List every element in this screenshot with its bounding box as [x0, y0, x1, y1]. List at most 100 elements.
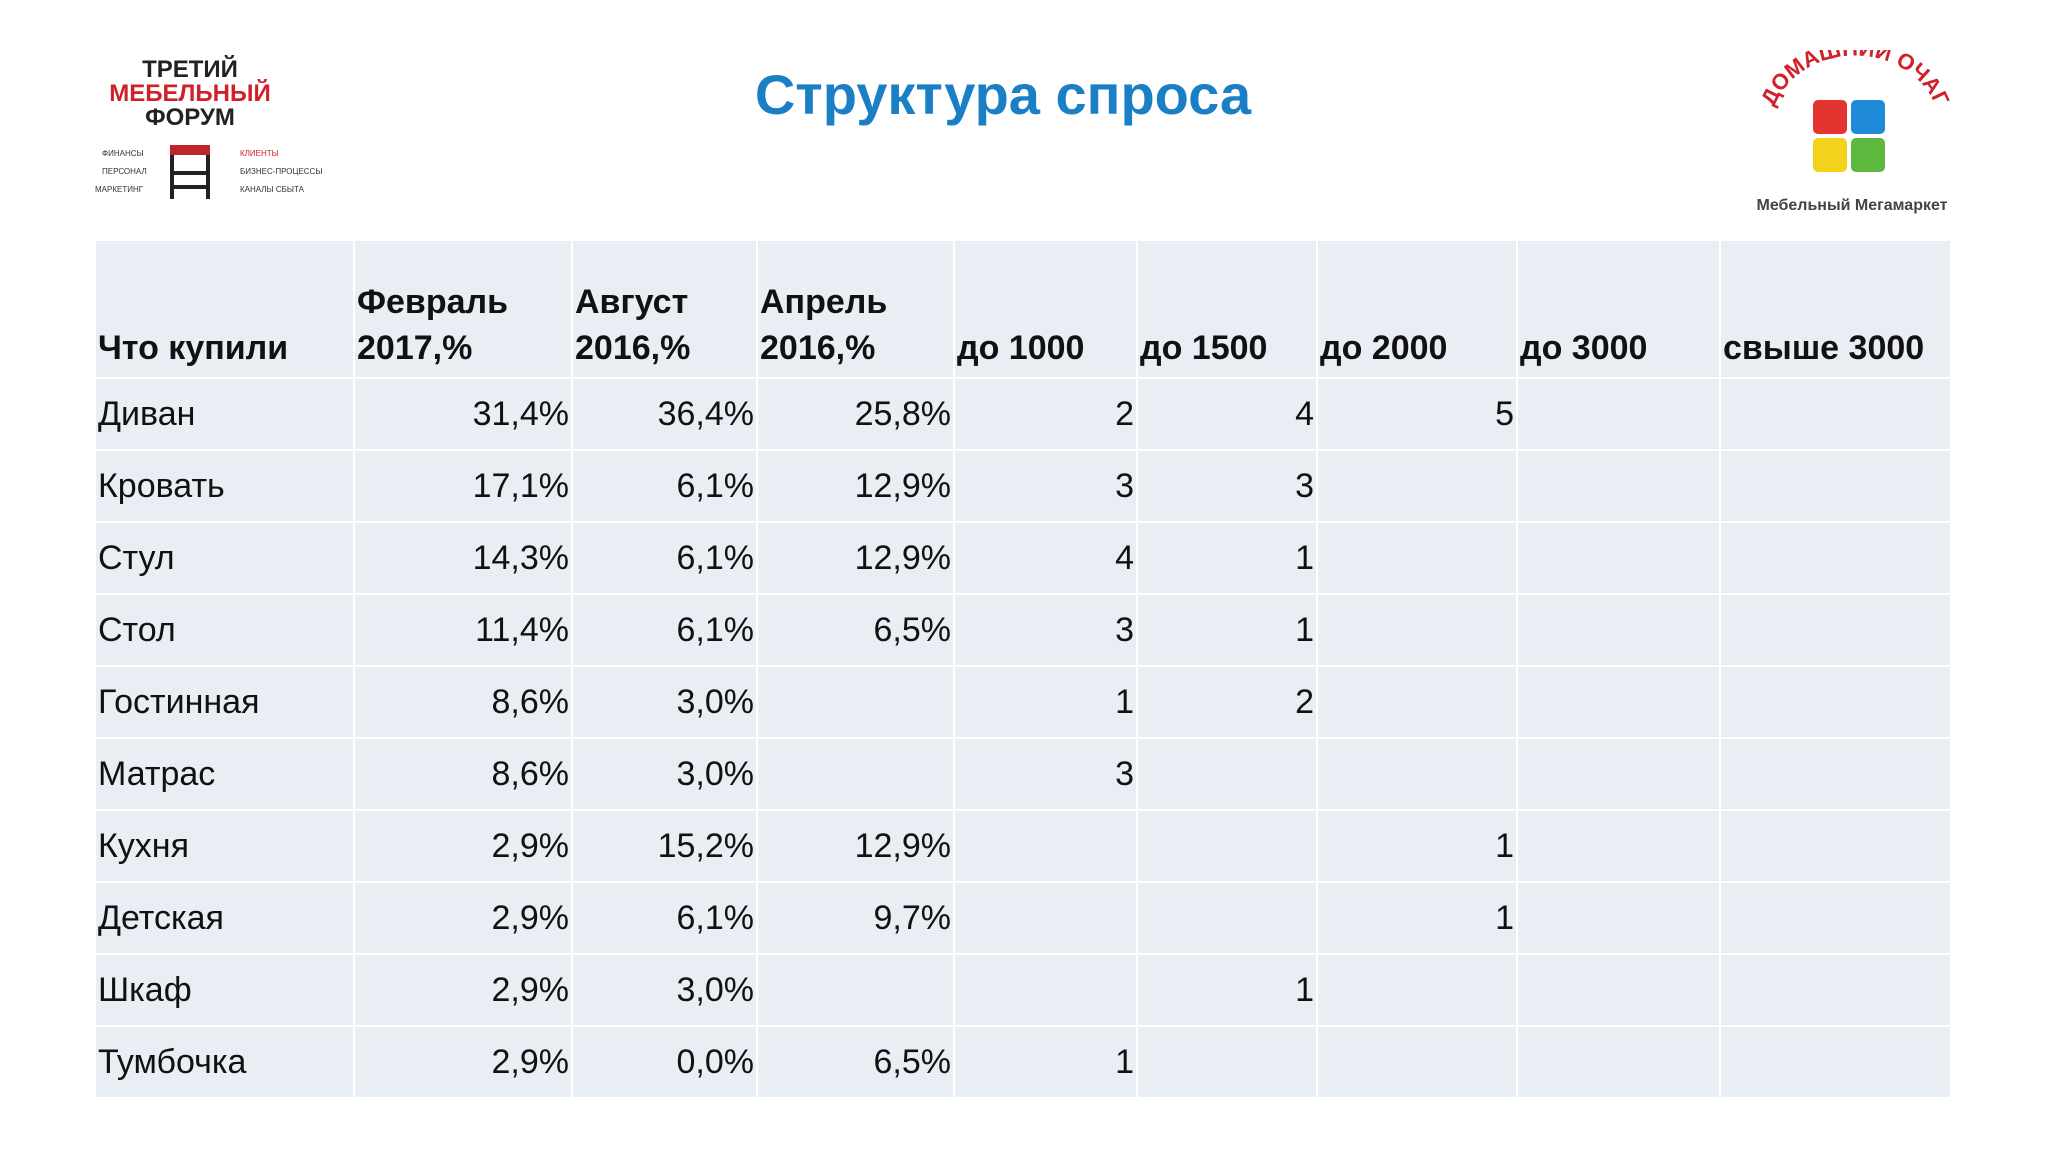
forum-logo: ТРЕТИЙ МЕБЕЛЬНЫЙ ФОРУМ ФИНАНСЫ ПЕРСОНАЛ … — [95, 55, 322, 199]
table-cell: Диван — [94, 377, 355, 451]
table-cell: 31,4% — [353, 377, 573, 451]
column-header: до 1500 — [1136, 239, 1318, 379]
table-cell: 3 — [953, 593, 1138, 667]
logo-tagline: Мебельный Мегамаркет — [1756, 197, 1947, 214]
tile — [1813, 100, 1847, 134]
table-cell: 1 — [1136, 521, 1318, 595]
table-row: Детская 2,9% 6,1% 9,7% 1 — [94, 881, 1952, 955]
logo-label: ПЕРСОНАЛ — [102, 167, 147, 176]
table-cell — [756, 737, 955, 811]
table-cell: Матрас — [94, 737, 355, 811]
table-row: Диван 31,4% 36,4% 25,8% 2 4 5 — [94, 377, 1952, 451]
table-cell: 3 — [953, 449, 1138, 523]
table-row: Кровать 17,1% 6,1% 12,9% 3 3 — [94, 449, 1952, 523]
table-cell — [1516, 377, 1721, 451]
column-header: Что купили — [94, 239, 355, 379]
table-cell — [1719, 377, 1952, 451]
table-cell: 2 — [1136, 665, 1318, 739]
table-cell: Детская — [94, 881, 355, 955]
column-header: свыше 3000 — [1719, 239, 1952, 379]
table-cell: Стул — [94, 521, 355, 595]
table-cell — [1316, 737, 1518, 811]
table-cell: 1 — [953, 1025, 1138, 1099]
logo-line: МЕБЕЛЬНЫЙ — [109, 79, 270, 107]
table-cell: Гостинная — [94, 665, 355, 739]
table-cell: 6,1% — [571, 881, 758, 955]
table-row: Гостинная 8,6% 3,0% 1 2 — [94, 665, 1952, 739]
table-cell: 1 — [1316, 809, 1518, 883]
column-header: Апрель 2016,% — [756, 239, 955, 379]
table-cell: 3,0% — [571, 665, 758, 739]
table-cell: 1 — [1136, 593, 1318, 667]
table-cell — [1516, 881, 1721, 955]
table-row: Матрас 8,6% 3,0% 3 — [94, 737, 1952, 811]
table-cell — [1516, 449, 1721, 523]
table-row: Стул 14,3% 6,1% 12,9% 4 1 — [94, 521, 1952, 595]
table-cell — [1316, 593, 1518, 667]
table-cell: Кухня — [94, 809, 355, 883]
table-row: Тумбочка 2,9% 0,0% 6,5% 1 — [94, 1025, 1952, 1099]
ochag-logo: ДОМАШНИЙ ОЧАГ Мебельный Мегамаркет — [1756, 50, 1955, 214]
table-cell: 0,0% — [571, 1025, 758, 1099]
table-cell: 2,9% — [353, 809, 573, 883]
table-cell: 3,0% — [571, 953, 758, 1027]
table-cell: 3 — [1136, 449, 1318, 523]
table-cell — [1516, 1025, 1721, 1099]
table-cell — [1719, 881, 1952, 955]
table-cell: 2,9% — [353, 881, 573, 955]
table-row: Стол 11,4% 6,1% 6,5% 3 1 — [94, 593, 1952, 667]
logo-label: КАНАЛЫ СБЫТА — [240, 185, 305, 194]
table-cell — [1516, 737, 1721, 811]
table-cell — [1136, 1025, 1318, 1099]
table-cell — [1316, 1025, 1518, 1099]
slide-title: Структура спроса — [754, 63, 1252, 126]
logo-label: ФИНАНСЫ — [102, 149, 144, 158]
table-cell: 1 — [1316, 881, 1518, 955]
table-cell — [1719, 449, 1952, 523]
column-header: до 1000 — [953, 239, 1138, 379]
table-cell: 6,5% — [756, 1025, 955, 1099]
logo-label: МАРКЕТИНГ — [95, 185, 144, 194]
demand-table: Что купили Февраль 2017,% Август 2016,% Апр… — [94, 239, 1952, 1099]
table-cell: Шкаф — [94, 953, 355, 1027]
table-cell: 12,9% — [756, 809, 955, 883]
table-cell — [1719, 665, 1952, 739]
table-cell — [1719, 953, 1952, 1027]
table-cell — [1516, 809, 1721, 883]
table-cell — [953, 881, 1138, 955]
table-cell: 2,9% — [353, 953, 573, 1027]
table-cell: 4 — [953, 521, 1138, 595]
table-cell: 2,9% — [353, 1025, 573, 1099]
table-cell — [1316, 521, 1518, 595]
table-cell: 17,1% — [353, 449, 573, 523]
table-cell — [1719, 521, 1952, 595]
logo-line: ФОРУМ — [145, 104, 235, 131]
logo-label: КЛИЕНТЫ — [240, 149, 279, 158]
table-cell — [1516, 953, 1721, 1027]
table-cell: 2 — [953, 377, 1138, 451]
table-cell — [1719, 737, 1952, 811]
table-cell — [1719, 593, 1952, 667]
table-cell — [953, 953, 1138, 1027]
table-cell: 15,2% — [571, 809, 758, 883]
table-cell — [756, 665, 955, 739]
table-cell — [953, 809, 1138, 883]
table-cell: Тумбочка — [94, 1025, 355, 1099]
table-cell: 6,5% — [756, 593, 955, 667]
table-cell — [1316, 665, 1518, 739]
table-cell — [1136, 809, 1318, 883]
table-cell: 8,6% — [353, 665, 573, 739]
table-cell: 12,9% — [756, 521, 955, 595]
tile — [1813, 138, 1847, 172]
table-cell — [1719, 809, 1952, 883]
column-header: до 3000 — [1516, 239, 1721, 379]
tile — [1851, 100, 1885, 134]
table-cell — [1719, 1025, 1952, 1099]
logo-label: БИЗНЕС-ПРОЦЕССЫ — [240, 167, 322, 176]
table-cell: 6,1% — [571, 521, 758, 595]
table-cell — [1316, 449, 1518, 523]
table-cell — [1136, 737, 1318, 811]
table-cell: 25,8% — [756, 377, 955, 451]
table-cell: 1 — [1136, 953, 1318, 1027]
